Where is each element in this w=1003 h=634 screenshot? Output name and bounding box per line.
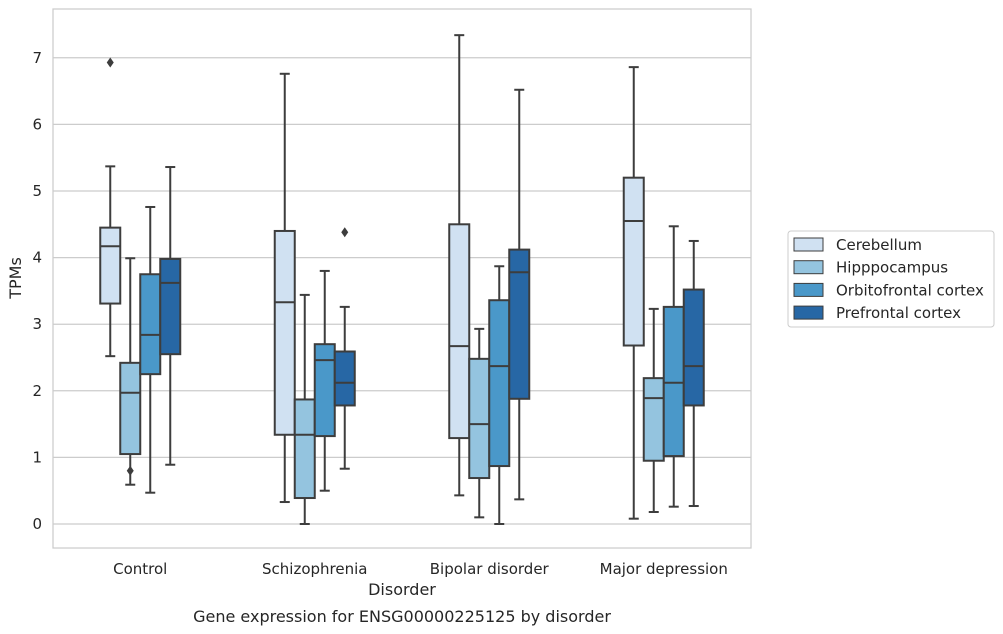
- box-body: [139, 273, 162, 376]
- box-body: [313, 343, 336, 438]
- y-tick-label-1: 1: [32, 448, 42, 466]
- box-3-0: [622, 66, 645, 520]
- y-tick-label-6: 6: [32, 115, 42, 133]
- chart-caption: Gene expression for ENSG00000225125 by d…: [193, 607, 611, 626]
- legend-label-3: Prefrontal cortex: [836, 304, 961, 322]
- legend-swatch-0: [793, 237, 824, 252]
- box-0-0: [99, 57, 122, 358]
- plot-area-frame: [52, 8, 752, 549]
- legend-label-2: Orbitofrontal cortex: [836, 281, 984, 299]
- legend-label-1: Hipppocampus: [836, 259, 948, 277]
- x-tick-label-2: Bipolar disorder: [430, 560, 550, 578]
- box-body: [662, 305, 685, 458]
- x-tick-label-0: Control: [113, 560, 167, 578]
- box-1-2: [313, 269, 336, 492]
- box-series: [99, 34, 705, 525]
- y-axis-ticks: 0 1 2 3 4 5 6 7: [32, 49, 42, 533]
- box-body: [642, 377, 665, 462]
- x-axis-label: Disorder: [368, 580, 436, 599]
- y-tick-label-7: 7: [32, 49, 42, 67]
- legend-swatch-3: [793, 305, 824, 320]
- box-3-2: [662, 225, 685, 508]
- box-body: [622, 176, 645, 347]
- box-0-1: [119, 257, 142, 486]
- box-1-1: [293, 293, 316, 525]
- box-body: [682, 288, 705, 407]
- box-0-2: [139, 205, 162, 494]
- box-body: [293, 398, 316, 500]
- box-3-3: [682, 239, 705, 508]
- box-body: [99, 226, 122, 305]
- box-0-3: [159, 166, 182, 466]
- x-tick-label-1: Schizophrenia: [262, 560, 367, 578]
- y-tick-label-4: 4: [32, 249, 42, 267]
- box-body: [448, 223, 471, 440]
- legend: Cerebellum Hipppocampus Orbitofrontal cort…: [787, 230, 995, 328]
- y-tick-label-5: 5: [32, 182, 42, 200]
- outlier-0: [341, 227, 349, 238]
- y-tick-label-3: 3: [32, 315, 42, 333]
- box-body: [508, 248, 531, 400]
- y-tick-label-0: 0: [32, 515, 42, 533]
- legend-label-0: Cerebellum: [836, 236, 922, 254]
- box-body: [333, 350, 356, 407]
- box-2-1: [468, 327, 491, 519]
- box-2-2: [488, 265, 511, 525]
- outlier-0: [106, 57, 114, 68]
- legend-swatch-1: [793, 260, 824, 275]
- box-body: [488, 299, 511, 468]
- box-3-1: [642, 307, 665, 514]
- x-axis-ticks: Control Schizophrenia Bipolar disorder Majo…: [113, 560, 728, 578]
- box-2-0: [448, 34, 471, 497]
- box-body: [119, 361, 142, 456]
- y-axis-label: TPMs: [6, 257, 25, 300]
- x-tick-label-3: Major depression: [600, 560, 728, 578]
- box-1-3: [333, 227, 356, 470]
- box-2-3: [508, 88, 531, 501]
- box-body: [273, 229, 296, 436]
- outlier-0: [126, 465, 134, 476]
- box-1-0: [273, 72, 296, 504]
- legend-swatch-2: [793, 282, 824, 297]
- box-body: [468, 357, 491, 480]
- y-tick-label-2: 2: [32, 382, 42, 400]
- box-body: [159, 257, 182, 356]
- legend-frame: [787, 230, 995, 328]
